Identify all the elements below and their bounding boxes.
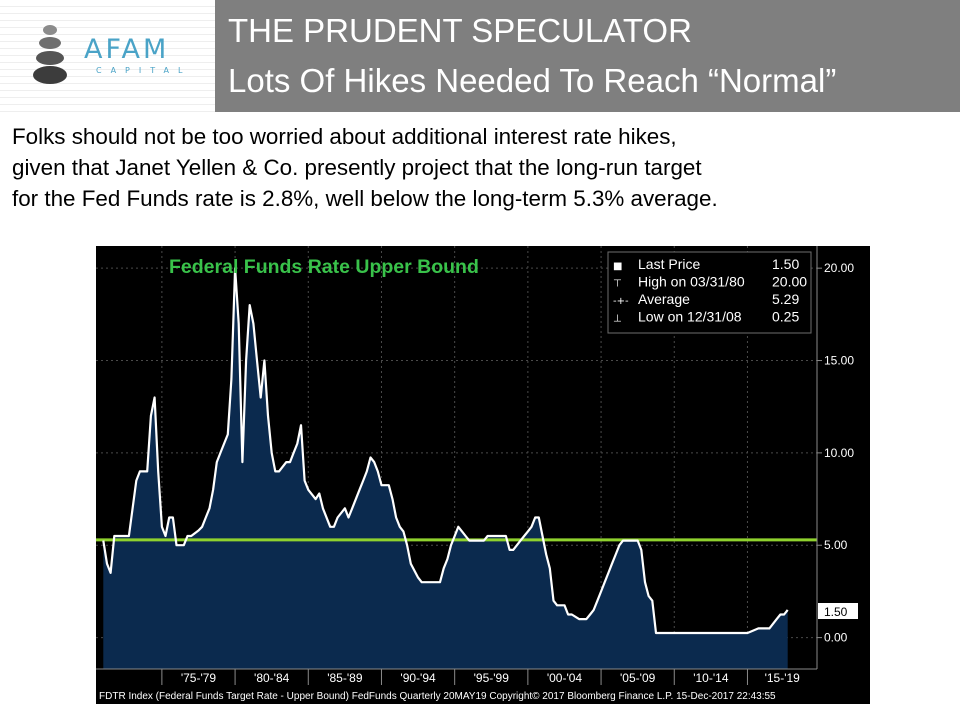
x-tick-label: '90-'94 [400,671,436,685]
logo-background [0,0,215,112]
logo-subtext: CAPITAL [96,66,192,75]
legend-label: High on 03/31/80 [638,274,745,290]
x-tick-label: '75-'79 [181,671,217,685]
y-tick-label: 5.00 [824,538,848,552]
page-subtitle: Lots Of Hikes Needed To Reach “Normal” [228,62,837,99]
legend: ■ Last Price 1.50 ⊤ High on 03/31/80 20.00 -+-… [607,251,812,334]
legend-marker: -+- [613,296,629,307]
x-tick-label: '80-'84 [254,671,290,685]
page-title: THE PRUDENT SPECULATOR [228,12,692,49]
x-tick-label: '95-'99 [474,671,510,685]
header-banner: AFAM CAPITAL THE PRUDENT SPECULATOR Lots… [0,0,960,112]
fed-funds-chart: Federal Funds Rate Upper Bound 0.00 5.00 1… [96,246,870,704]
logo-wordmark: AFAM [84,34,170,65]
intro-line: for the Fed Funds rate is 2.8%, well bel… [12,186,718,211]
legend-label: Last Price [638,256,700,272]
y-tick-label: 0.00 [824,631,848,645]
chart-title: Federal Funds Rate Upper Bound [169,256,479,278]
legend-marker: ⊤ [613,279,622,290]
x-tick-label: '05-'09 [620,671,656,685]
x-axis: '75-'79 '80-'84 '85-'89 '90-'94 '95-'99 '00-'… [161,669,801,685]
legend-marker: ⊥ [613,314,622,325]
last-value-label: 1.50 [818,603,858,619]
logo: AFAM CAPITAL [0,0,215,112]
rate-area [103,268,788,669]
source-footer: FDTR Index (Federal Funds Target Rate - … [99,691,776,702]
legend-value: 20.00 [772,274,807,290]
y-axis: 0.00 5.00 10.00 15.00 20.00 [817,261,854,645]
y-tick-label: 10.00 [824,446,854,460]
legend-label: Average [638,291,690,307]
legend-value: 5.29 [772,291,799,307]
x-tick-label: '00-'04 [547,671,583,685]
y-tick-label: 15.00 [824,354,854,368]
last-value-text: 1.50 [824,605,848,619]
legend-box [607,251,812,334]
x-tick-label: '15-'19 [765,671,801,685]
rate-series-line [102,267,789,635]
legend-value: 0.25 [772,309,799,325]
legend-value: 1.50 [772,256,799,272]
y-tick-label: 20.00 [824,261,854,275]
intro-line: given that Janet Yellen & Co. presently … [12,155,702,180]
x-tick-label: '10-'14 [693,671,729,685]
legend-label: Low on 12/31/08 [638,309,742,325]
intro-line: Folks should not be too worried about ad… [12,124,677,149]
legend-marker: ■ [613,261,622,272]
stacked-stones-icon [33,25,67,84]
intro-paragraph: Folks should not be too worried about ad… [12,121,952,214]
x-tick-label: '85-'89 [327,671,363,685]
last-value-box [818,603,858,619]
footer-bar [96,686,870,704]
